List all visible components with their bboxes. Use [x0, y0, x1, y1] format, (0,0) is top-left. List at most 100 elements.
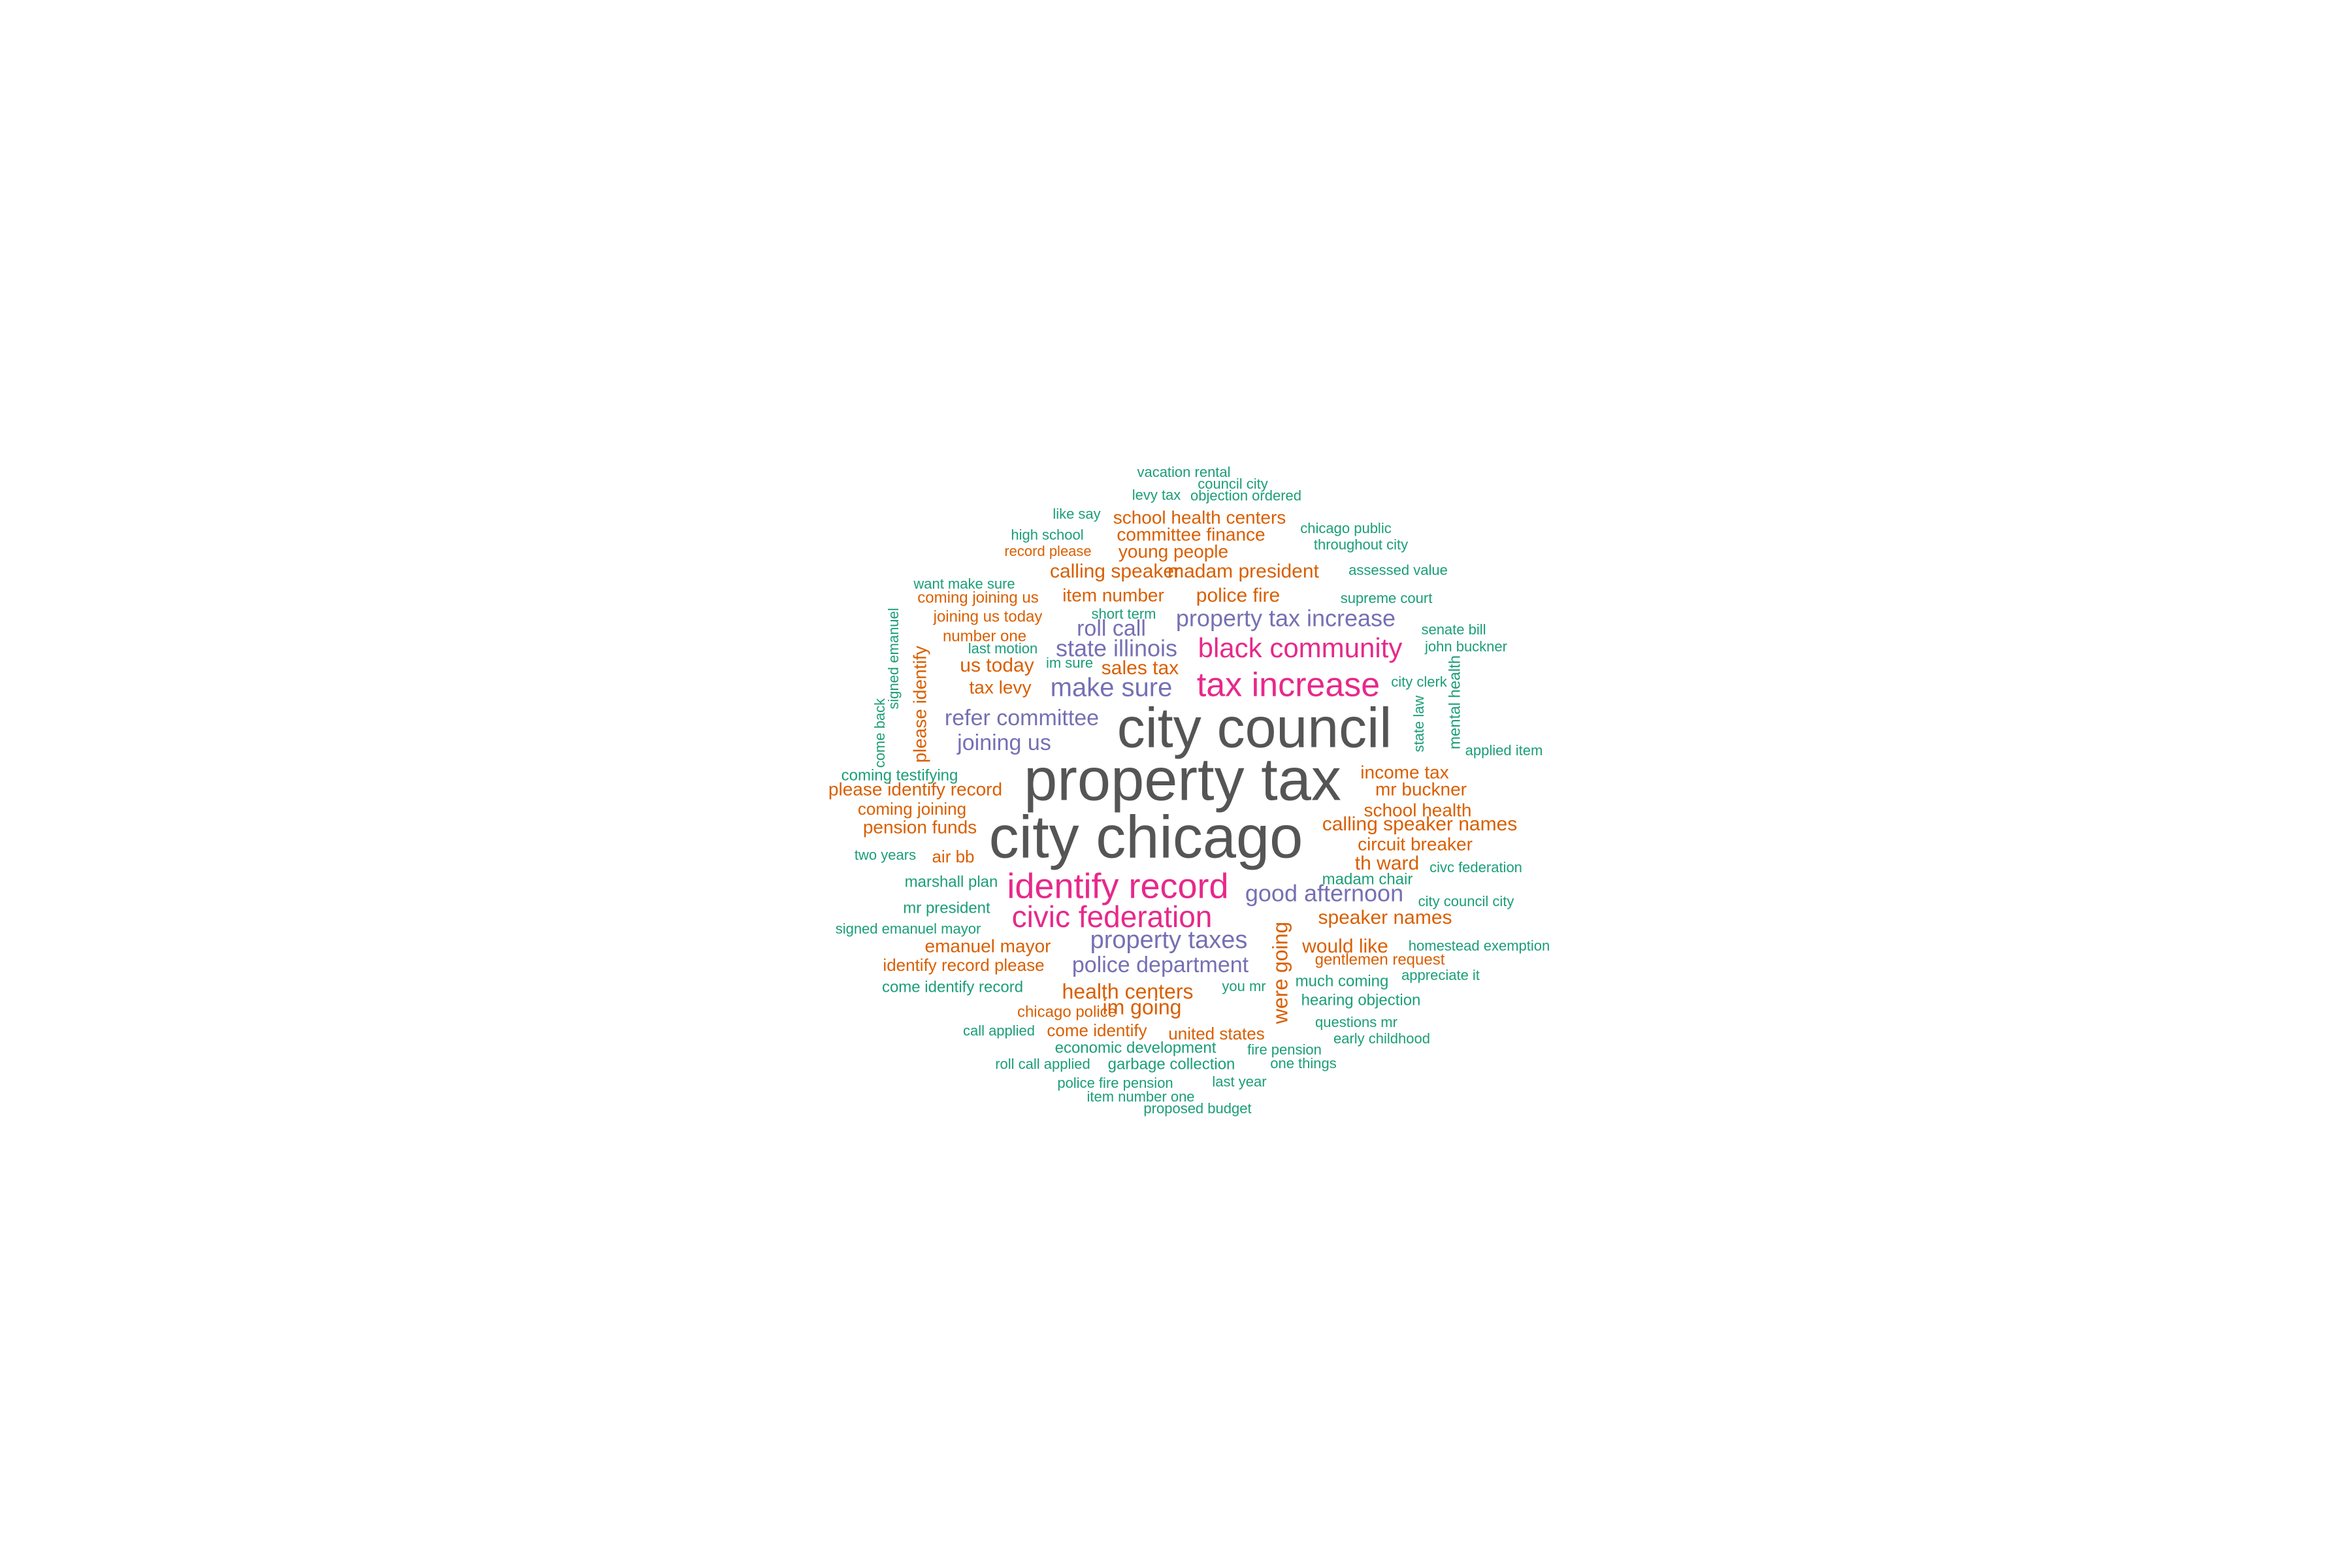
word-emanuel-mayor: emanuel mayor [925, 936, 1051, 956]
word-madam-president: madam president [1168, 561, 1319, 582]
word-council-city: council city [1198, 476, 1268, 492]
word-health-centers: health centers [1062, 979, 1193, 1003]
word-police-department: police department [1072, 953, 1249, 977]
word-roll-call-applied: roll call applied [995, 1056, 1090, 1072]
word-property-tax: property tax [1024, 746, 1341, 813]
word-roll-call: roll call [1077, 616, 1146, 641]
word-coming-testifying: coming testifying [841, 766, 958, 784]
word-last-year: last year [1212, 1073, 1266, 1090]
word-two-years: two years [855, 847, 916, 863]
word-pension-funds: pension funds [863, 817, 977, 837]
word-levy-tax: levy tax [1132, 487, 1181, 503]
word-mr-buckner: mr buckner [1375, 779, 1467, 799]
word-joining-us-today: joining us today [933, 608, 1043, 625]
word-civc-federation: civc federation [1429, 859, 1522, 875]
word-like-say: like say [1053, 506, 1100, 522]
word-income-tax: income tax [1360, 762, 1448, 782]
word-please-identify: please identify [909, 645, 930, 762]
word-assessed-value: assessed value [1348, 562, 1448, 578]
word-city-council-city: city council city [1418, 893, 1514, 909]
word-state-illinois: state illinois [1056, 635, 1177, 662]
word-want-make-sure: want make sure [913, 576, 1015, 592]
word-item-number-one: item number one [1086, 1088, 1194, 1105]
word-appreciate-it: appreciate it [1401, 967, 1480, 983]
word-tax-levy: tax levy [970, 677, 1032, 697]
word-early-childhood: early childhood [1333, 1030, 1430, 1047]
word-identify-record-please: identify record please [883, 955, 1044, 975]
word-were-going: were going [1268, 922, 1292, 1025]
word-much-coming: much coming [1296, 972, 1389, 990]
word-state-law: state law [1411, 695, 1427, 752]
word-city-council: city council [1117, 697, 1392, 760]
word-last-motion: last motion [968, 640, 1037, 657]
word-john-buckner: john buckner [1424, 638, 1507, 655]
word-good-afternoon: good afternoon [1245, 880, 1403, 907]
word-circuit-breaker: circuit breaker [1358, 834, 1473, 854]
word-th-ward: th ward [1355, 853, 1419, 874]
word-number-one: number one [943, 627, 1026, 645]
word-please-identify-record: please identify record [828, 779, 1002, 799]
word-throughout-city: throughout city [1314, 536, 1408, 553]
word-us-today: us today [960, 655, 1034, 676]
word-civic-federation: civic federation [1012, 900, 1213, 934]
word-would-like: would like [1301, 936, 1388, 957]
word-homestead-exemption: homestead exemption [1409, 938, 1550, 954]
word-signed-emanuel: signed emanuel [885, 608, 902, 709]
word-fire-pension: fire pension [1247, 1041, 1322, 1058]
word-come-back: come back [872, 698, 888, 768]
word-vacation-rental: vacation rental [1137, 464, 1230, 480]
word-police-fire: police fire [1196, 585, 1280, 606]
word-im-sure: im sure [1046, 655, 1093, 671]
word-questions-mr: questions mr [1315, 1014, 1397, 1030]
word-supreme-court: supreme court [1341, 590, 1433, 606]
word-calling-speaker: calling speaker [1050, 561, 1181, 582]
word-garbage-collection: garbage collection [1108, 1055, 1235, 1073]
word-short-term: short term [1091, 606, 1156, 622]
word-joining-us: joining us [956, 730, 1051, 755]
word-signed-emanuel-mayor: signed emanuel mayor [836, 921, 981, 937]
word-mr-president: mr president [903, 899, 990, 917]
word-city-clerk: city clerk [1391, 674, 1448, 690]
word-coming-joining-us: coming joining us [917, 589, 1038, 606]
word-black-community: black community [1198, 632, 1403, 663]
word-speaker-names: speaker names [1318, 907, 1452, 928]
word-come-identify: come identify [1047, 1021, 1147, 1040]
word-young-people: young people [1119, 541, 1228, 561]
word-gentlemen-request: gentlemen request [1315, 951, 1445, 968]
word-school-health: school health [1364, 800, 1471, 820]
word-item-number: item number [1062, 585, 1164, 605]
word-high-school: high school [1011, 527, 1083, 543]
word-identify-record: identify record [1007, 866, 1228, 906]
word-make-sure: make sure [1051, 674, 1173, 702]
word-united-states: united states [1168, 1024, 1264, 1043]
word-one-things: one things [1270, 1055, 1337, 1071]
word-property-taxes: property taxes [1090, 926, 1248, 954]
word-you-mr: you mr [1222, 978, 1266, 994]
word-tax-increase: tax increase [1197, 666, 1380, 704]
word-marshall-plan: marshall plan [905, 873, 998, 890]
word-mental-health: mental health [1446, 655, 1463, 749]
word-call-applied: call applied [963, 1022, 1035, 1039]
word-im-going: im going [1103, 995, 1182, 1019]
word-proposed-budget: proposed budget [1143, 1100, 1251, 1117]
word-coming-joining: coming joining [858, 799, 966, 819]
word-city-chicago: city chicago [989, 804, 1303, 870]
word-come-identify-record: come identify record [882, 978, 1023, 996]
word-record-please: record please [1004, 543, 1091, 559]
word-air-bb: air bb [932, 847, 974, 866]
word-economic-development: economic development [1055, 1039, 1217, 1056]
word-hearing-objection: hearing objection [1301, 991, 1421, 1009]
word-senate-bill: senate bill [1421, 621, 1486, 638]
word-committee-finance: committee finance [1117, 524, 1265, 544]
word-school-health-centers: school health centers [1113, 507, 1286, 527]
word-madam-chair: madam chair [1322, 870, 1413, 888]
word-chicago-police: chicago police [1017, 1003, 1117, 1021]
word-police-fire-pension: police fire pension [1057, 1075, 1173, 1091]
word-applied-item: applied item [1465, 742, 1543, 759]
word-calling-speaker-names: calling speaker names [1322, 813, 1518, 835]
word-refer-committee: refer committee [945, 706, 1099, 730]
word-sales-tax: sales tax [1102, 657, 1179, 679]
word-property-tax-increase: property tax increase [1176, 605, 1396, 632]
